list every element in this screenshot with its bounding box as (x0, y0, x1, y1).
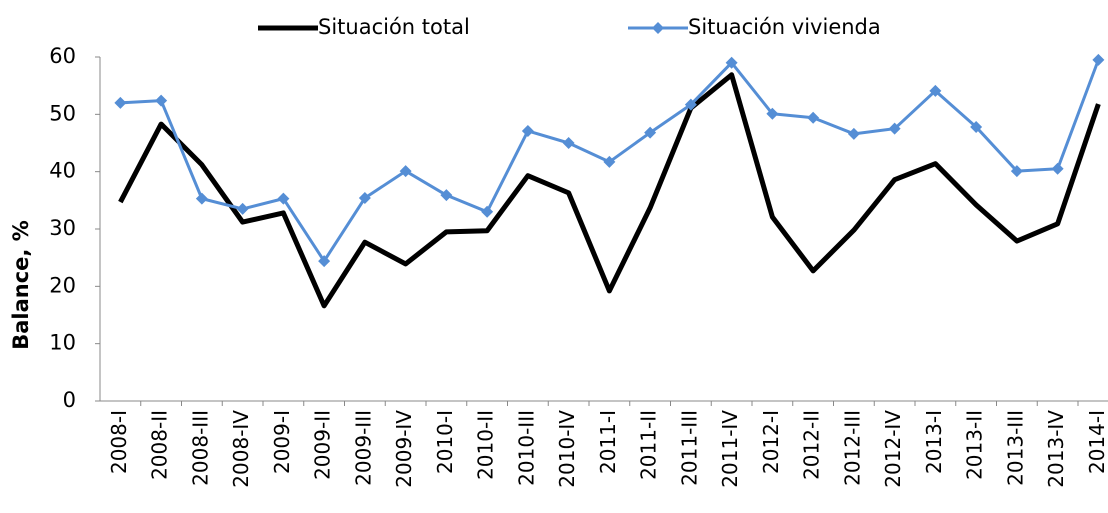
legend-label: Situación total (318, 15, 470, 39)
marker (440, 189, 453, 202)
legend-label: Situación vivienda (688, 15, 881, 39)
x-tick-label: 2008-I (107, 410, 131, 474)
x-tick-label: 2008-IV (229, 410, 253, 488)
x-tick-label: 2012-IV (881, 410, 905, 488)
marker (562, 137, 575, 149)
y-tick-label: 0 (63, 388, 76, 412)
x-tick-label: 2011-I (596, 410, 620, 474)
y-tick-label: 50 (49, 101, 76, 125)
x-tick-label: 2008-II (148, 410, 172, 480)
y-tick-label: 60 (49, 44, 76, 68)
y-tick-label: 40 (49, 159, 76, 183)
y-tick-label: 10 (49, 331, 76, 355)
x-tick-label: 2012-III (840, 410, 864, 486)
x-tick-label: 2008-III (188, 410, 212, 486)
marker (399, 165, 412, 178)
marker (929, 84, 942, 97)
x-tick-label: 2009-III (351, 410, 375, 486)
x-tick-label: 2011-IV (718, 410, 742, 488)
marker (481, 205, 494, 218)
marker (521, 124, 534, 137)
marker (807, 111, 820, 124)
x-tick-label: 2011-II (637, 410, 661, 480)
x-tick-label: 2013-IV (1044, 410, 1068, 488)
x-tick-label: 2010-II (474, 410, 498, 480)
x-tick-label: 2013-III (1003, 410, 1027, 486)
y-axis-label: Balance, % (9, 220, 33, 350)
x-tick-label: 2012-II (800, 410, 824, 480)
marker (277, 192, 290, 205)
marker (766, 107, 779, 120)
marker (603, 155, 616, 168)
marker (318, 255, 331, 268)
y-tick-label: 30 (49, 216, 76, 240)
marker (725, 56, 738, 69)
line-series (118, 72, 1101, 309)
y-tick-label: 20 (49, 273, 76, 297)
x-tick-label: 2010-III (514, 410, 538, 486)
x-tick-label: 2011-III (677, 410, 701, 486)
marker (1092, 53, 1105, 66)
marker (236, 202, 249, 215)
legend-marker (652, 22, 664, 34)
marker (888, 122, 901, 135)
marker (155, 94, 168, 107)
marker (847, 127, 860, 140)
x-tick-label: 2009-I (270, 410, 294, 474)
marker (1051, 162, 1064, 175)
x-tick-label: 2014-I (1085, 410, 1108, 474)
marker (358, 192, 371, 205)
x-tick-label: 2009-II (311, 410, 335, 480)
marker (1010, 165, 1023, 178)
marker (195, 192, 208, 205)
marker (114, 96, 127, 109)
marker (970, 120, 983, 133)
x-tick-label: 2013-II (963, 410, 987, 480)
x-tick-label: 2010-I (433, 410, 457, 474)
x-tick-label: 2009-IV (392, 410, 416, 488)
x-tick-label: 2012-I (759, 410, 783, 474)
marker (644, 126, 657, 139)
marker (684, 98, 697, 111)
x-tick-label: 2010-IV (555, 410, 579, 488)
x-tick-label: 2013-I (922, 410, 946, 474)
